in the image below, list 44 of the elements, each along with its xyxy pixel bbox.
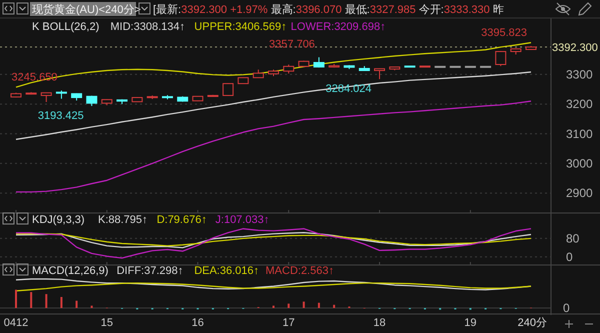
line-series [15, 228, 532, 259]
y-tick-label: 2900 [566, 186, 594, 200]
text: MID:3308.134↑ [110, 21, 186, 33]
x-tick-label: 0412 [4, 317, 28, 329]
x-tick-label: 16 [192, 317, 204, 329]
x-tick-label: 18 [373, 317, 386, 329]
series-label: K:88.795↑ [98, 214, 148, 226]
annotation: 3284.024 [326, 83, 372, 96]
bar [76, 300, 78, 308]
series-label: D:79.676↑ [156, 214, 207, 226]
annotation: 3395.823 [481, 26, 527, 39]
line-series [15, 100, 532, 193]
bar [288, 304, 290, 308]
bar [60, 296, 62, 308]
bar [45, 294, 48, 308]
bar [333, 304, 336, 308]
series-label: J:107.033↑ [215, 214, 270, 226]
text: UPPER:3406.569↑ [194, 21, 287, 33]
x-tick-label: 19 [464, 317, 477, 329]
bar [15, 290, 17, 308]
annotation: 3245.650 [12, 72, 58, 84]
bar [30, 292, 32, 308]
y-tick-label: 0 [566, 250, 573, 264]
y-tick-label: 3300 [566, 67, 594, 82]
text: [最新:3392.300 +1.97% 最高:3396.070 最低:3327.985 今开:3333.330 昨 [153, 4, 504, 16]
y-tick-label: 3200 [566, 97, 594, 112]
annotation: 3357.706 [269, 38, 315, 50]
series-label: DEA:36.016↑ [194, 265, 260, 277]
text: LOWER:3209.698↑ [290, 21, 386, 33]
x-tick-label: 17 [282, 317, 295, 329]
legend-title: K BOLL(26,2) [32, 21, 100, 33]
series-label: DIFF:37.298↑ [116, 265, 184, 277]
annotation: 3193.425 [38, 110, 84, 122]
legend-title: MACD(12,26,9) [32, 265, 108, 277]
text: MACD:2.563↑ [266, 265, 334, 277]
bar [318, 302, 320, 308]
y-tick-label: 3000 [566, 156, 594, 170]
ref-line-label: 3392.300 [552, 42, 598, 54]
bar [302, 302, 305, 308]
y-tick-label: 3100 [566, 126, 594, 141]
x-tick-label: 15 [100, 317, 114, 329]
text: 240分 [518, 317, 547, 329]
legend-title: KDJ(9,3,3) [32, 214, 85, 226]
y-tick-label: 80 [566, 231, 580, 246]
